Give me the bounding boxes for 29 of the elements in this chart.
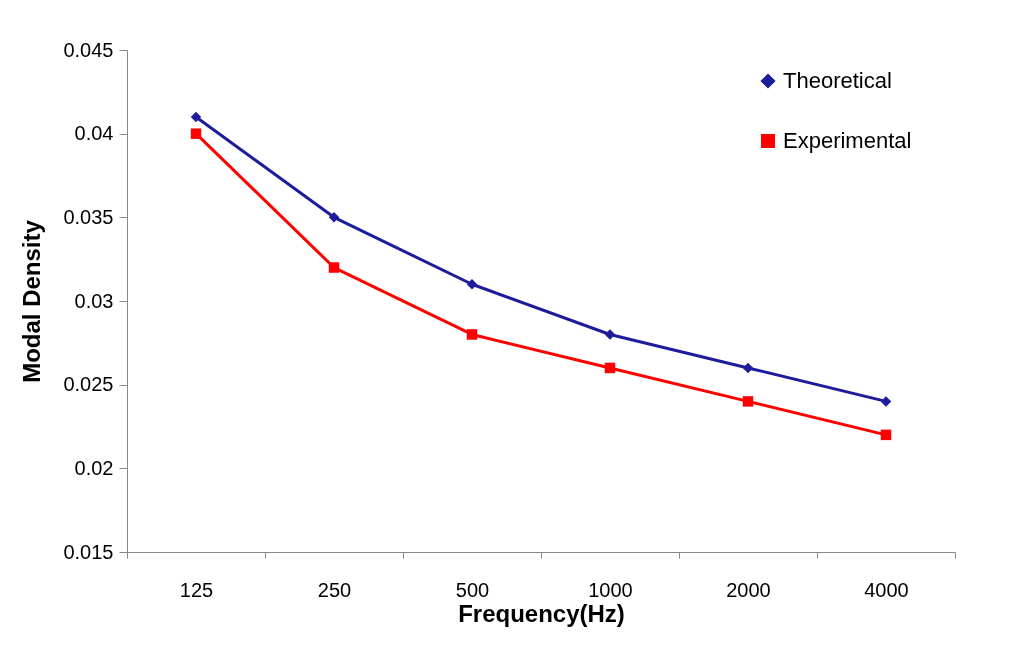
point [742, 396, 754, 407]
y-tick-label: 0.015 [63, 540, 114, 563]
point [190, 128, 202, 139]
y-tick-label: 0.025 [63, 373, 114, 396]
y-axis-title: Modal Density [18, 219, 46, 383]
y-tick-label: 0.03 [74, 289, 114, 312]
x-axis-title: Frequency(Hz) [458, 599, 625, 627]
point [604, 329, 616, 340]
point [190, 111, 202, 123]
point [466, 279, 478, 290]
y-tick-label: 0.045 [63, 38, 114, 61]
point [328, 212, 340, 223]
x-tick-label: 500 [455, 578, 490, 601]
point [880, 429, 892, 441]
point [604, 362, 616, 374]
point [466, 329, 478, 340]
x-tick-label: 1000 [588, 578, 633, 601]
point [328, 262, 340, 273]
y-tick-label: 0.035 [63, 205, 114, 228]
y-tick-label: 0.04 [74, 122, 114, 145]
x-tick-label: 2000 [726, 578, 771, 601]
x-tick-label: 250 [317, 578, 352, 601]
point [880, 396, 892, 407]
legend-label: Theoretical [783, 68, 892, 93]
x-tick-label: 125 [179, 578, 214, 601]
x-tick-label: 4000 [864, 578, 909, 601]
legend-label: Experimental [783, 128, 912, 153]
point [742, 362, 754, 374]
y-tick-label: 0.02 [74, 456, 114, 479]
